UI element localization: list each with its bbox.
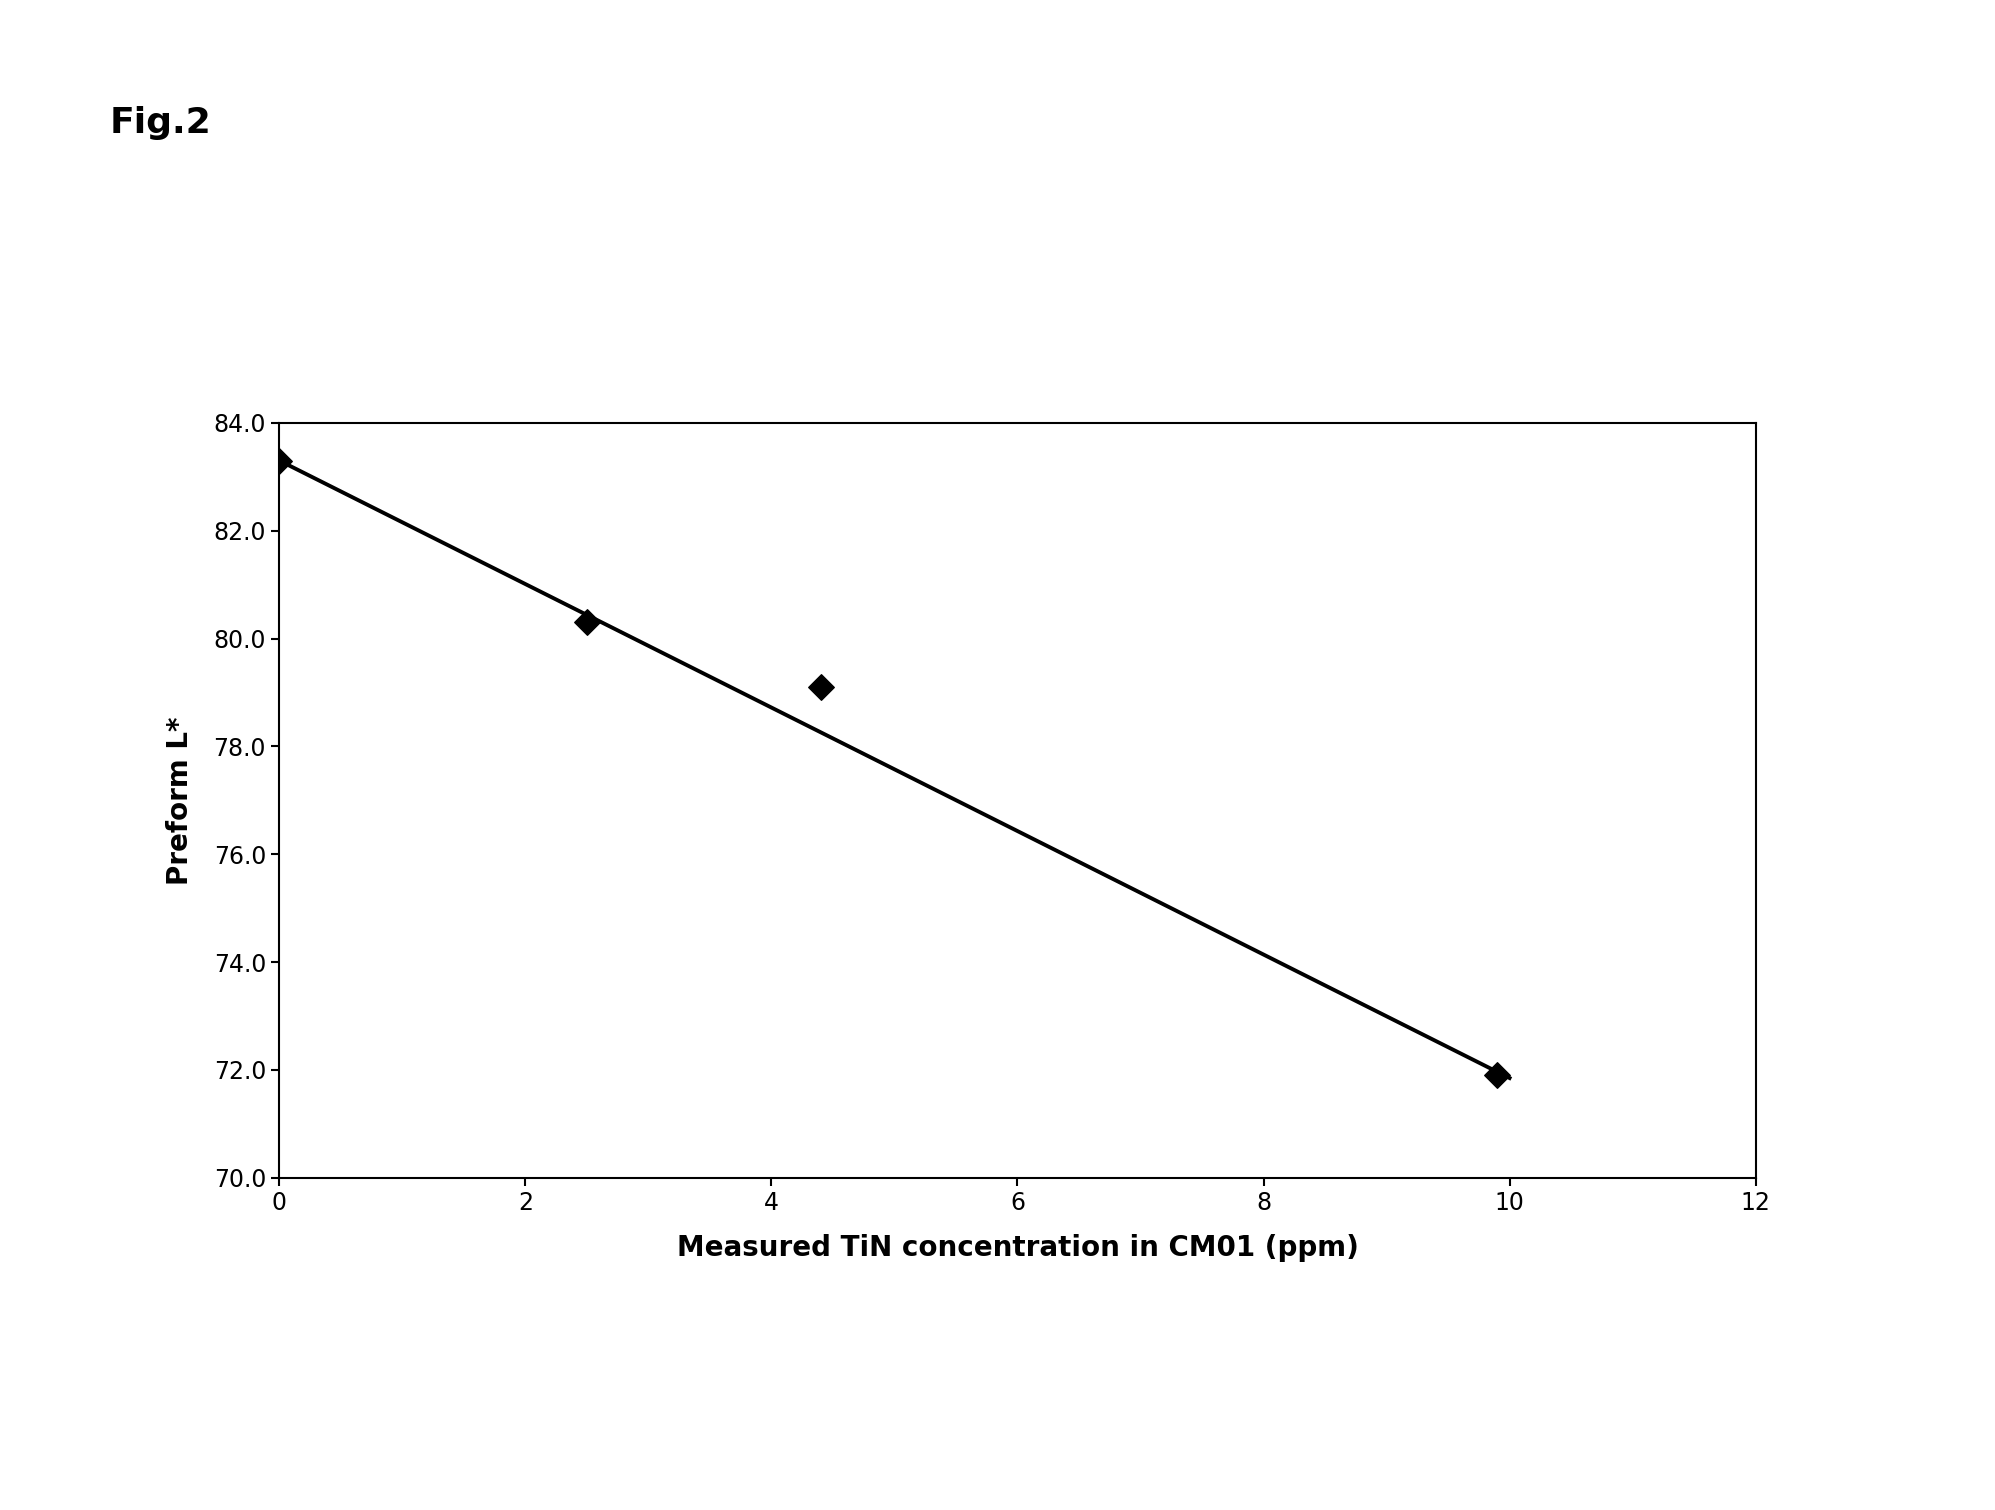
Point xyxy=(1480,1063,1512,1087)
Point xyxy=(571,610,602,634)
Text: Fig.2: Fig.2 xyxy=(110,106,211,140)
Y-axis label: Preform L*: Preform L* xyxy=(166,716,194,885)
Point xyxy=(804,675,836,699)
Point xyxy=(263,448,295,473)
X-axis label: Measured TiN concentration in CM01 (ppm): Measured TiN concentration in CM01 (ppm) xyxy=(676,1235,1359,1262)
